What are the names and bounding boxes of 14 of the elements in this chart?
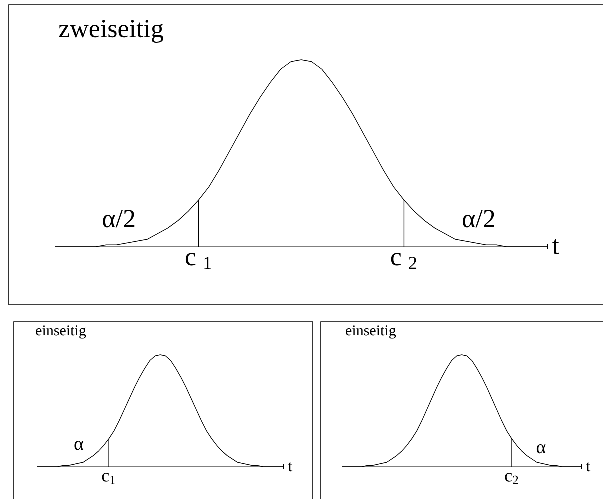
annotation: α/2: [463, 210, 494, 228]
x-axis-title: t: [288, 462, 293, 472]
annotation: α/2: [103, 210, 135, 228]
chart-title: zweiseitig: [59, 20, 164, 43]
text: c $_{2}$: [391, 253, 417, 270]
annotation: α: [536, 444, 546, 454]
text: c$_{1}$: [102, 473, 116, 484]
x-axis-title: t: [552, 240, 560, 254]
text: c$_{2}$: [505, 473, 518, 484]
text: c $_{1}$: [186, 253, 212, 270]
chart-title: einseitig: [346, 326, 396, 339]
annotation: α: [74, 441, 84, 450]
x-axis-title: t: [586, 462, 591, 472]
chart-title: einseitig: [36, 326, 86, 339]
